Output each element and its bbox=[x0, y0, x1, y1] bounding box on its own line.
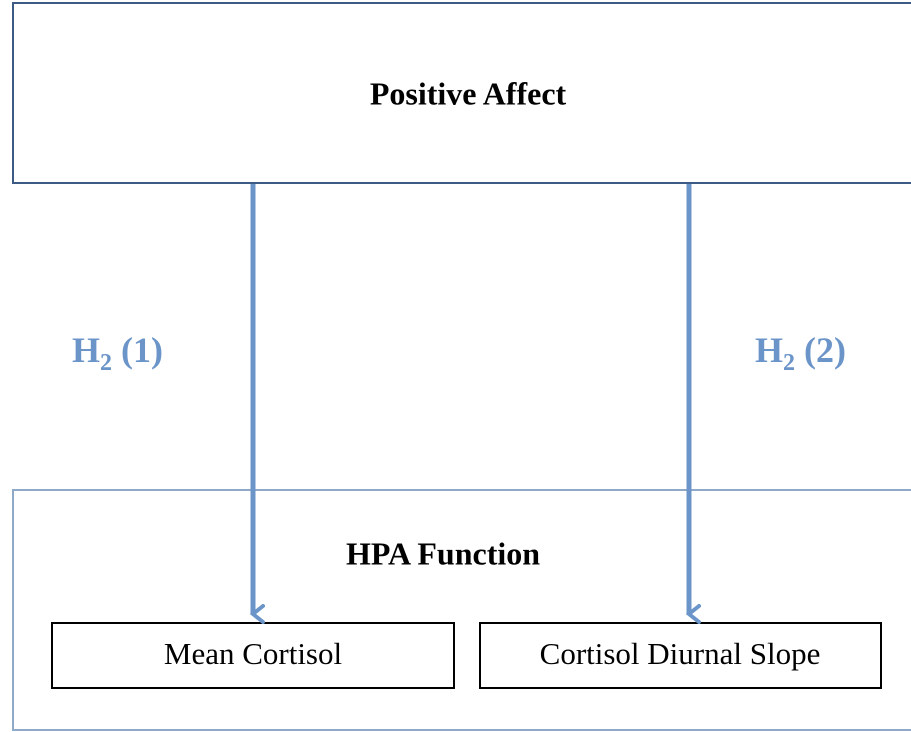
node-label: Mean Cortisol bbox=[164, 636, 342, 671]
edge-label: H2 (2) bbox=[755, 330, 846, 375]
sub-box bbox=[479, 622, 882, 689]
bottom-box bbox=[12, 489, 911, 731]
node-label: Positive Affect bbox=[370, 75, 567, 111]
edge-label-rest: (1) bbox=[112, 330, 163, 370]
node-label: HPA Function bbox=[346, 535, 540, 571]
node-label: Cortisol Diurnal Slope bbox=[540, 636, 821, 671]
edge-label-main: H bbox=[755, 330, 783, 370]
top-box bbox=[12, 2, 911, 184]
edge-label-main: H bbox=[72, 330, 100, 370]
sub-box bbox=[51, 622, 455, 689]
edge-label-rest: (2) bbox=[795, 330, 846, 370]
edge-label: H2 (1) bbox=[72, 330, 163, 375]
edge-label-sub: 2 bbox=[100, 350, 112, 376]
edge-label-sub: 2 bbox=[783, 350, 795, 376]
